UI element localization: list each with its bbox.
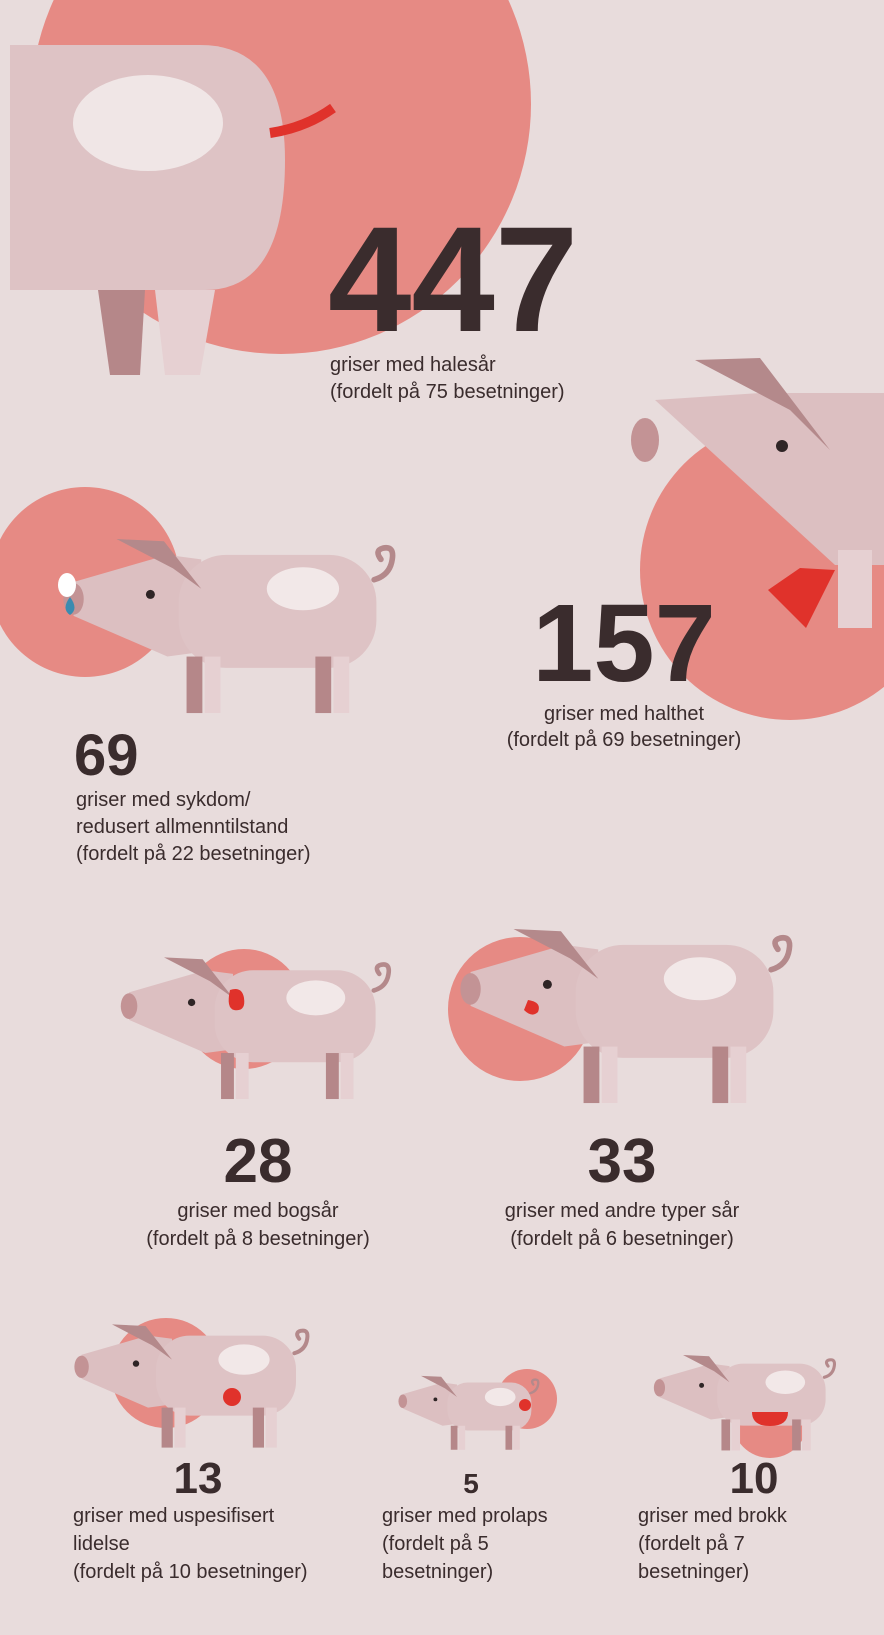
caption: besetninger)	[638, 1561, 749, 1583]
caption: redusert allmenntilstand	[76, 816, 288, 838]
illustration-uspesifisert	[74, 1318, 307, 1448]
caption: (fordelt på 5	[382, 1533, 489, 1555]
number: 13	[174, 1454, 223, 1503]
number: 157	[532, 582, 716, 705]
illustration-prolaps	[398, 1369, 557, 1450]
caption: (fordelt på 10 besetninger)	[73, 1561, 308, 1583]
caption: (fordelt på 6 besetninger)	[510, 1228, 733, 1250]
illustration-brokk	[654, 1355, 835, 1458]
caption: lidelse	[73, 1533, 130, 1555]
caption: (fordelt på 8 besetninger)	[146, 1228, 369, 1250]
caption: griser med andre typer sår	[505, 1200, 740, 1222]
illustration-sykdom	[0, 487, 393, 713]
number: 28	[224, 1127, 293, 1196]
caption: griser med halesår	[330, 354, 496, 376]
number: 33	[588, 1127, 657, 1196]
caption: (fordelt på 22 besetninger)	[76, 843, 311, 865]
caption: (fordelt på 69 besetninger)	[507, 729, 742, 751]
caption: griser med halthet	[544, 703, 705, 725]
caption: besetninger)	[382, 1561, 493, 1583]
number: 5	[463, 1468, 479, 1499]
caption: (fordelt på 75 besetninger)	[330, 381, 565, 403]
illustration-bogsar	[121, 949, 389, 1099]
caption: griser med sykdom/	[76, 789, 251, 811]
infographic: 447 griser med halesår (fordelt på 75 be…	[0, 0, 884, 1635]
number: 10	[730, 1454, 779, 1503]
caption: griser med uspesifisert	[73, 1505, 275, 1527]
caption: griser med bogsår	[177, 1200, 339, 1222]
number: 447	[328, 195, 578, 363]
caption: griser med brokk	[638, 1505, 788, 1527]
illustration-andre-sar	[448, 929, 790, 1103]
number: 69	[74, 723, 139, 788]
caption: (fordelt på 7	[638, 1533, 745, 1555]
caption: griser med prolaps	[382, 1505, 548, 1527]
